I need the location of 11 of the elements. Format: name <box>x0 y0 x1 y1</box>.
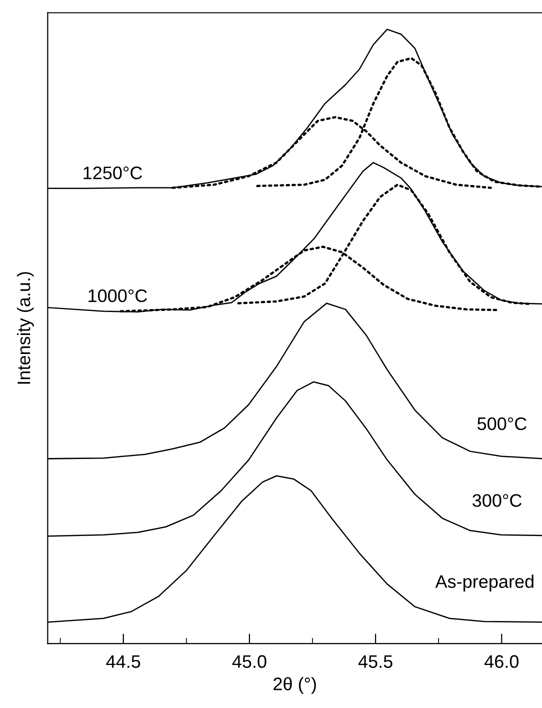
x-tick-label: 46.0 <box>484 655 519 668</box>
x-tick-label: 45.0 <box>232 655 266 668</box>
x-tick-label: 44.5 <box>106 655 140 668</box>
x-tick-label: 45.5 <box>358 655 392 668</box>
y-axis-title: Intensity (a.u.) <box>16 272 34 384</box>
series-label: 1000°C <box>88 289 147 302</box>
series-label: 1250°C <box>84 166 142 180</box>
series-label: 500°C <box>478 417 526 430</box>
series-label: As-prepared <box>435 574 534 592</box>
series-label: 300°C <box>472 494 522 507</box>
x-axis-title: 2θ (°) <box>274 677 316 694</box>
